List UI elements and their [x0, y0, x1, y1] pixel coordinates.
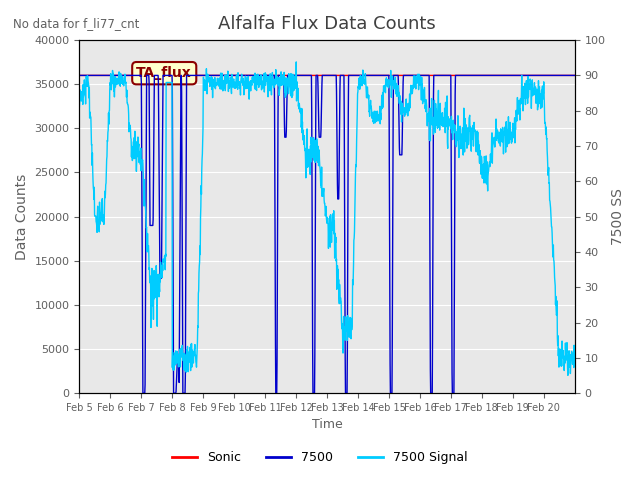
Title: Alfalfa Flux Data Counts: Alfalfa Flux Data Counts	[218, 15, 436, 33]
Y-axis label: Data Counts: Data Counts	[15, 173, 29, 260]
Text: No data for f_li77_cnt: No data for f_li77_cnt	[13, 17, 139, 30]
Y-axis label: 7500 SS: 7500 SS	[611, 188, 625, 245]
X-axis label: Time: Time	[312, 419, 342, 432]
Legend: Sonic, 7500, 7500 Signal: Sonic, 7500, 7500 Signal	[167, 446, 473, 469]
Text: TA_flux: TA_flux	[136, 66, 192, 80]
